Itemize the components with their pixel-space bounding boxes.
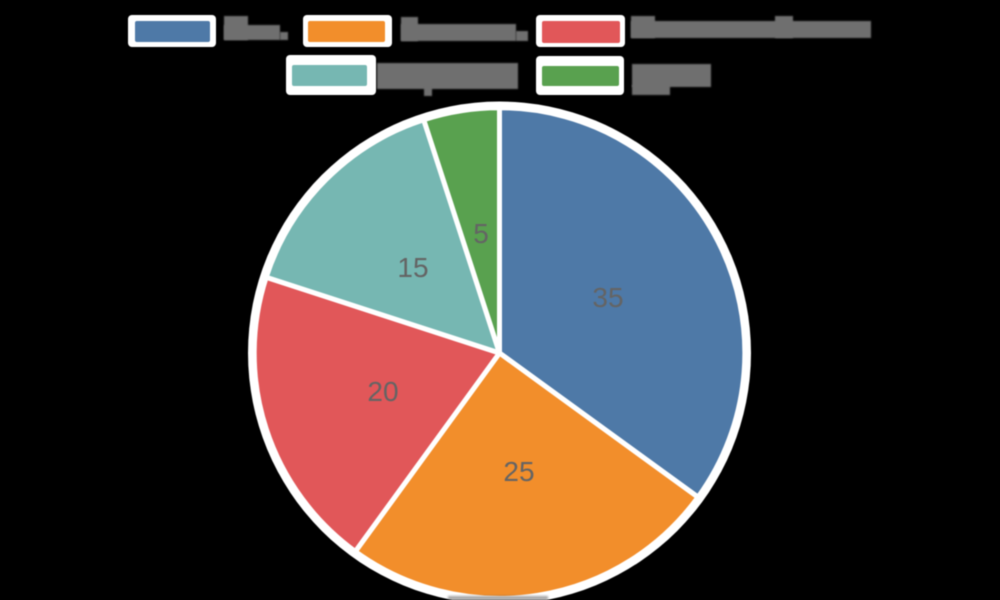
svg-text:5: 5 [473,218,489,249]
svg-text:20: 20 [367,376,398,407]
svg-text:35: 35 [592,282,623,313]
svg-text:15: 15 [397,252,428,283]
svg-text:25: 25 [503,456,534,487]
